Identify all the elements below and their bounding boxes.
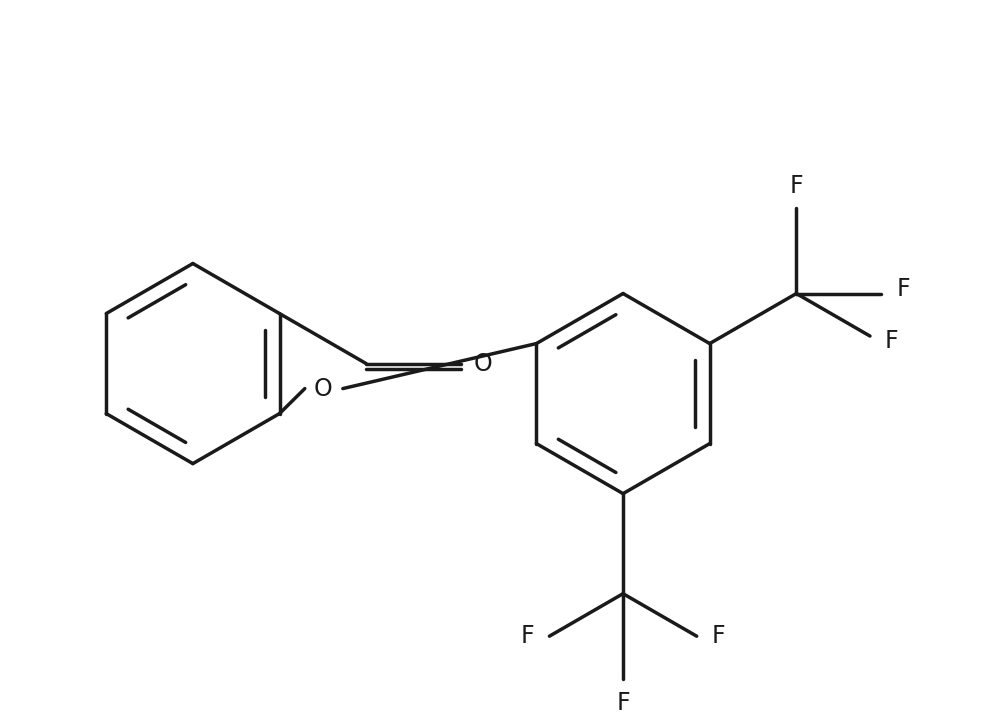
Text: O: O	[314, 377, 332, 401]
Text: O: O	[473, 352, 492, 375]
Text: F: F	[617, 691, 630, 715]
Text: F: F	[896, 277, 910, 300]
Text: F: F	[521, 625, 534, 648]
Text: F: F	[711, 625, 725, 648]
Text: F: F	[885, 329, 898, 353]
Text: F: F	[790, 175, 803, 199]
